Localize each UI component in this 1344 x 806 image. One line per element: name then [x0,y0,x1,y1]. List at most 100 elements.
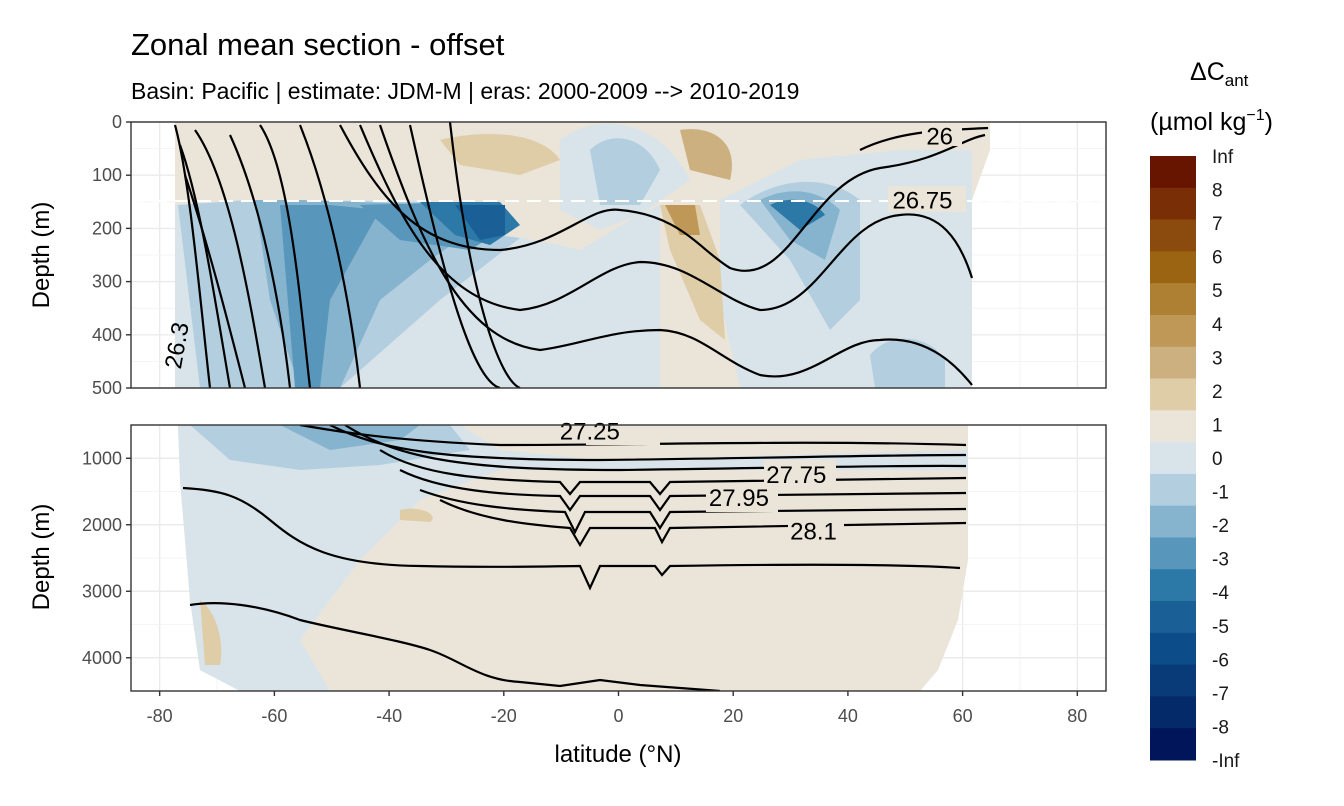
x-tick-label: 40 [838,706,858,726]
legend-swatch [1150,728,1196,761]
x-tick-label: 60 [953,706,973,726]
contour-label-26-75: 26.75 [892,188,952,215]
legend-swatch [1150,664,1196,697]
contour-label-27-75: 27.75 [766,462,826,489]
legend-title-main: ΔC [1190,58,1225,86]
upper-y-axis-label: Depth (m) [28,202,55,309]
x-tick-label: -80 [147,706,173,726]
legend-units-close: ) [1265,108,1273,136]
legend-swatch [1150,473,1196,507]
legend-swatch [1150,601,1196,634]
legend-swatch [1150,410,1196,443]
field-pos-lower-south [200,600,222,665]
legend-tick-labels: Inf 8 7 6 5 4 3 2 1 0 -1 -2 -3 -4 -5 -6 -7 -8 -Inf [1212,147,1240,772]
x-tick-label: 20 [723,706,743,726]
field-pos-lower-mid [400,508,433,522]
field-neg6-south [455,205,505,240]
y-tick-label: 4000 [82,648,122,668]
legend-swatch [1150,187,1196,221]
x-tick-label: 0 [613,706,623,726]
legend-swatch [1150,537,1196,570]
y-tick-label: 400 [92,325,122,345]
contour-label-27-95: 27.95 [709,485,769,512]
y-tick-label: 2000 [82,515,122,535]
field-neg3-lower [280,425,420,450]
legend-swatch [1150,569,1196,602]
legend-units-sup: −1 [1246,107,1264,124]
legend-swatch [1150,251,1196,284]
field-neg5-north [770,199,825,230]
chart-title: Zonal mean section - offset [131,27,505,62]
legend-tick-label: -Inf [1212,751,1240,772]
y-tick-label: 3000 [82,581,122,601]
isopycnal-contours-upper [173,122,989,388]
chart-subtitle: Basin: Pacific | estimate: JDM-M | eras:… [131,78,799,104]
legend-tick-label: 6 [1212,248,1223,269]
legend-swatch [1150,378,1196,411]
field-pos-surface-1 [440,134,560,175]
legend-tick-label: 0 [1212,449,1223,470]
legend-tick-label: Inf [1212,147,1234,168]
legend-tick-label: 3 [1212,348,1223,369]
x-tick-label: 80 [1067,706,1087,726]
x-axis-label: latitude (°N) [555,741,682,768]
x-tick-label: -60 [261,706,287,726]
legend-tick-label: -8 [1212,717,1229,738]
legend-tick-label: 2 [1212,382,1223,403]
isopycnal-contours-lower [182,425,967,691]
legend-colorbar [1150,156,1196,761]
lower-panel-field [178,425,968,691]
y-tick-label: 300 [92,272,122,292]
legend-units-main: (µmol kg [1150,108,1246,136]
lower-panel: 27.25 27.75 27.95 28.1 1000200030004000 … [28,419,1107,768]
legend-tick-label: -2 [1212,516,1229,537]
contour-label-bg-281 [788,516,844,542]
contour-label-bg-2675 [888,186,966,212]
legend-swatch [1150,696,1196,729]
y-tick-label: 500 [92,378,122,398]
contour-label-26: 26 [926,123,953,150]
lower-y-ticks: 1000 2000 3000 4000 [82,448,131,668]
contour-label-bg-2725 [586,425,660,445]
legend-swatch [1150,314,1196,348]
contour-label-bg-2775 [764,460,836,486]
y-tick-label: 0 [112,112,122,132]
legend-swatch [1150,219,1196,252]
field-pos-surface-2 [680,129,732,180]
legend-swatch [1150,283,1196,316]
legend-tick-label: 8 [1212,181,1223,202]
field-neg-lower [178,425,968,691]
legend-tick-label: -3 [1212,550,1229,571]
legend-swatch [1150,156,1196,189]
field-pos4-equator [665,205,700,235]
legend-tick-label: -4 [1212,583,1229,604]
x-tick-label: -40 [376,706,402,726]
field-neg2-equator [590,138,660,205]
x-tick-label: -20 [491,706,517,726]
legend-tick-label: 1 [1212,415,1223,436]
field-neg2-north-deep [870,338,945,388]
legend-tick-label: -6 [1212,650,1229,671]
field-pos2-equator [660,205,725,340]
contour-label-bg-26 [922,122,962,146]
legend-swatch [1150,346,1196,380]
legend-tick-label: -7 [1212,684,1229,705]
legend-swatch [1150,442,1196,475]
legend-title: ΔCant [1190,58,1249,90]
legend-swatch [1150,505,1196,538]
contour-label-27-25: 27.25 [560,419,620,446]
legend-swatch [1150,632,1196,666]
y-tick-label: 100 [92,165,122,185]
contour-label-bg-2795 [706,486,778,512]
legend-tick-label: 5 [1212,281,1223,302]
contour-label-28-1: 28.1 [790,518,837,545]
legend-tick-label: -1 [1212,483,1229,504]
color-legend: ΔCant (µmol kg−1) Inf 8 7 6 5 4 3 2 1 0 -1 -2 -3 -4 -5… [1150,58,1273,772]
upper-panel-border [130,121,1107,389]
legend-units: (µmol kg−1) [1150,107,1273,136]
legend-title-sub: ant [1225,71,1249,90]
upper-panel-field [131,122,1106,388]
legend-tick-label: -5 [1212,617,1229,638]
x-ticks: -80 -60 -40 -20 0 20 40 60 80 [147,691,1087,726]
